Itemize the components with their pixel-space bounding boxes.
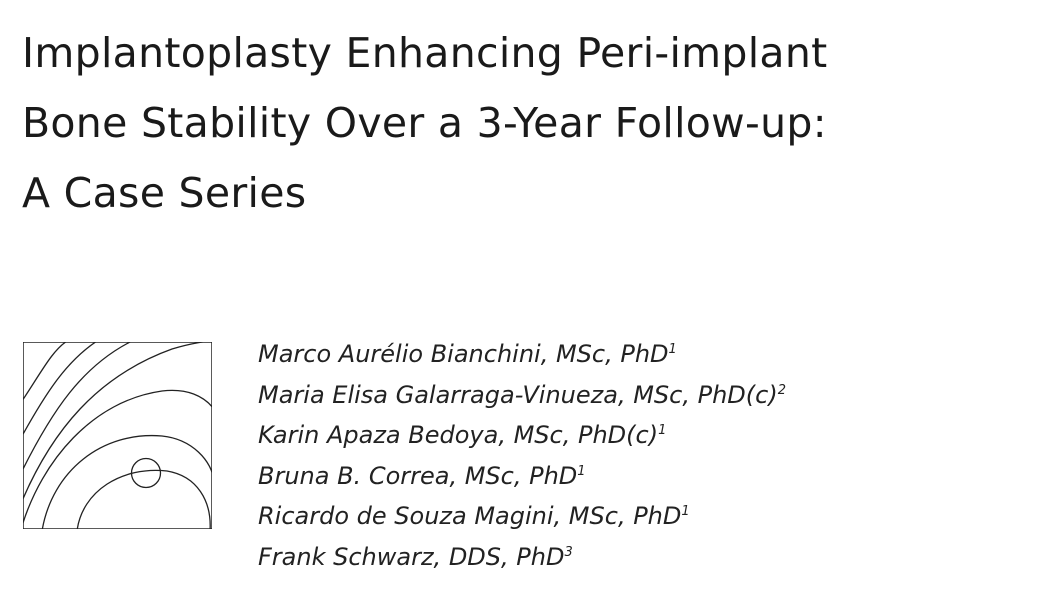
author-name: Frank Schwarz, DDS, PhD bbox=[258, 542, 565, 571]
affiliation-mark: 2 bbox=[777, 382, 786, 398]
author-name: Bruna B. Correa, MSc, PhD bbox=[258, 461, 578, 490]
author-list: Marco Aurélio Bianchini, MSc, PhD1 Maria … bbox=[258, 334, 786, 577]
title: Implantoplasty Enhancing Peri-implant Bo… bbox=[22, 18, 828, 228]
affiliation-mark: 3 bbox=[564, 544, 573, 560]
affiliation-mark: 1 bbox=[658, 423, 667, 438]
title-line: Bone Stability Over a 3-Year Follow-up: bbox=[22, 99, 827, 147]
author: Karin Apaza Bedoya, MSc, PhD(c)1 bbox=[258, 415, 786, 456]
affiliation-mark: 1 bbox=[681, 504, 690, 519]
author: Ricardo de Souza Magini, MSc, PhD1 bbox=[258, 496, 786, 537]
logo bbox=[23, 342, 212, 529]
affiliation-mark: 1 bbox=[577, 463, 586, 479]
title-line: Implantoplasty Enhancing Peri-implant bbox=[22, 29, 828, 77]
author: Marco Aurélio Bianchini, MSc, PhD1 bbox=[258, 334, 786, 375]
affiliation-mark: 1 bbox=[668, 342, 677, 357]
author: Maria Elisa Galarraga-Vinueza, MSc, PhD(… bbox=[258, 375, 786, 416]
author-name: Ricardo de Souza Magini, MSc, PhD bbox=[258, 502, 682, 530]
author-name: Maria Elisa Galarraga-Vinueza, MSc, PhD(… bbox=[258, 380, 778, 409]
author: Frank Schwarz, DDS, PhD3 bbox=[258, 537, 786, 578]
author: Bruna B. Correa, MSc, PhD1 bbox=[258, 456, 786, 497]
title-line: A Case Series bbox=[22, 169, 307, 217]
author-name: Karin Apaza Bedoya, MSc, PhD(c) bbox=[258, 421, 659, 449]
author-name: Marco Aurélio Bianchini, MSc, PhD bbox=[258, 340, 669, 368]
